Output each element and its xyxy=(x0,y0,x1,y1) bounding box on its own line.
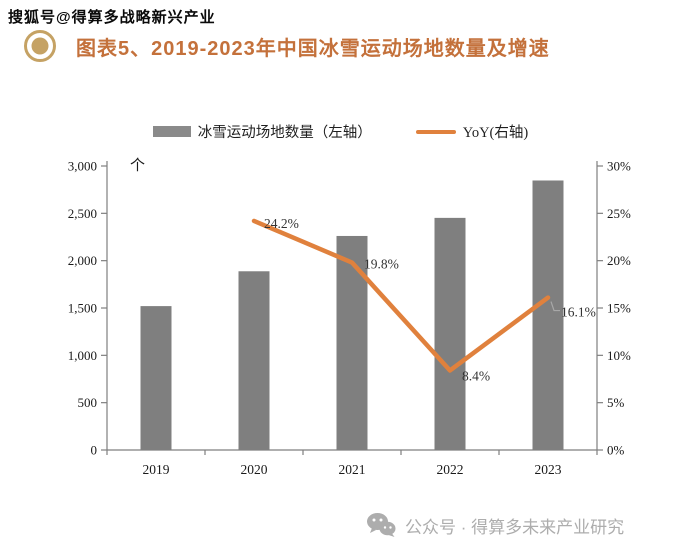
leader-line xyxy=(550,301,560,312)
bar-2023 xyxy=(532,180,564,450)
bar-series-swatch-icon xyxy=(152,126,191,137)
legend-label-line: YoY(右轴) xyxy=(462,125,529,141)
bar-2022 xyxy=(434,217,466,450)
line-series-swatch-icon xyxy=(415,129,456,134)
legend-label-bars: 冰雪运动场地数量（左轴） xyxy=(197,125,372,141)
legend-item-bars[interactable]: 冰雪运动场地数量（左轴） xyxy=(152,121,372,142)
right-axis-tick-label: 10% xyxy=(607,348,631,363)
x-axis-label-2022: 2022 xyxy=(437,462,464,477)
x-axis-label-2023: 2023 xyxy=(535,462,562,477)
left-axis-unit-label: 个 xyxy=(130,157,145,174)
left-axis-tick-label: 2,500 xyxy=(68,206,97,221)
right-axis-tick-label: 20% xyxy=(607,253,631,268)
left-axis-tick-label: 500 xyxy=(78,395,98,410)
data-label-2021: 19.8% xyxy=(364,257,399,272)
bar-2019 xyxy=(140,306,172,450)
data-label-2023: 16.1% xyxy=(561,305,596,320)
right-axis-tick-label: 15% xyxy=(607,301,631,316)
watermark-wechat: 公众号 · 得算多未来产业研究 xyxy=(366,512,624,538)
legend-item-line[interactable]: YoY(右轴) xyxy=(415,121,529,142)
watermark-wechat-text: 公众号 · 得算多未来产业研究 xyxy=(405,517,625,537)
x-axis-label-2021: 2021 xyxy=(339,462,366,477)
watermark-sohu: 搜狐号@得算多战略新兴产业 xyxy=(8,9,216,26)
data-label-2022: 8.4% xyxy=(462,368,490,383)
right-axis-tick-label: 0% xyxy=(607,443,625,458)
chart-header: 图表5、2019-2023年中国冰雪运动场地数量及增速 xyxy=(22,28,671,64)
labels-group: 3,000 30% 2,500 25% 2,000 20% 1,500 15% 1,000 10%… xyxy=(68,157,631,477)
bar-2021 xyxy=(336,235,368,450)
right-axis-tick-label: 30% xyxy=(607,159,631,174)
left-axis-tick-label: 2,000 xyxy=(68,253,97,268)
axes-group xyxy=(101,161,603,455)
left-axis-tick-label: 1,500 xyxy=(68,301,97,316)
x-axis-label-2020: 2020 xyxy=(241,462,268,477)
page-title: 图表5、2019-2023年中国冰雪运动场地数量及增速 xyxy=(76,37,550,60)
right-axis-tick-label: 5% xyxy=(607,395,625,410)
x-axis-label-2019: 2019 xyxy=(143,462,170,477)
yoy-line xyxy=(251,218,551,373)
data-label-2020: 24.2% xyxy=(264,216,299,231)
left-axis-tick-label: 0 xyxy=(91,443,98,458)
chart-legend: 冰雪运动场地数量（左轴） YoY(右轴) xyxy=(0,121,681,142)
wechat-icon xyxy=(367,513,396,537)
bar-2020 xyxy=(238,271,270,450)
bar-series-group xyxy=(140,180,564,450)
line-series-group xyxy=(251,218,551,373)
left-axis-tick-label: 3,000 xyxy=(68,159,97,174)
bullseye-bullet-icon xyxy=(24,30,56,62)
right-axis-tick-label: 25% xyxy=(607,206,631,221)
left-axis-tick-label: 1,000 xyxy=(68,348,97,363)
